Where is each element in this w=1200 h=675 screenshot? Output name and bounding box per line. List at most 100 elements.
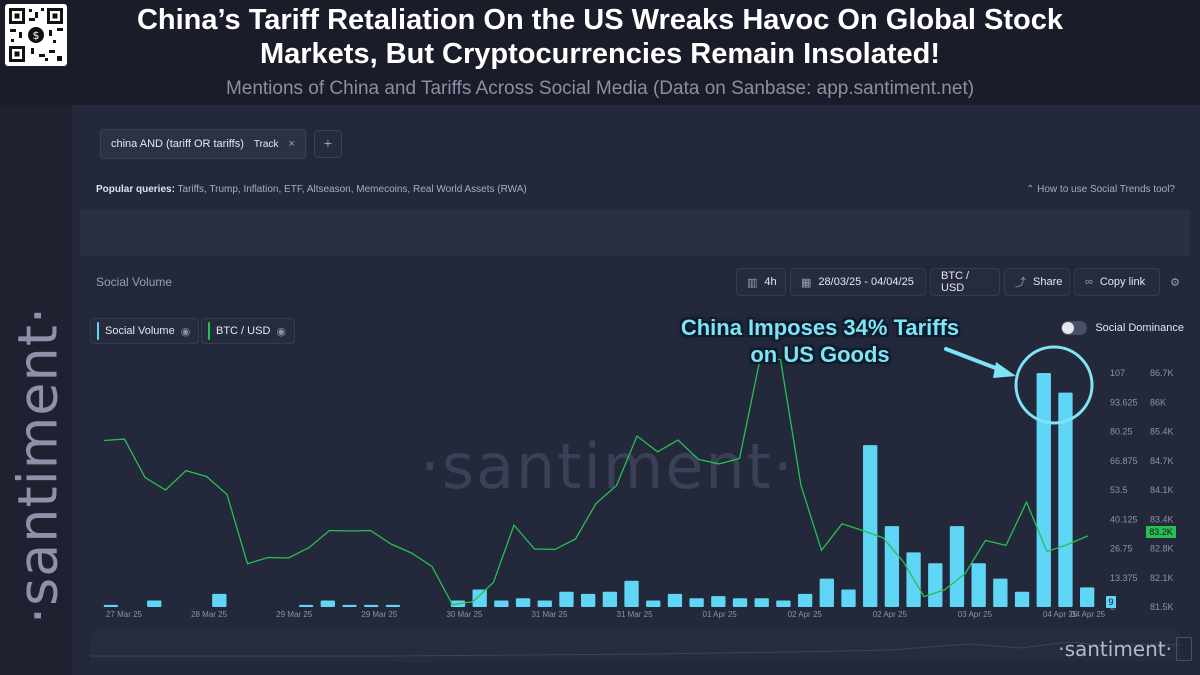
volume-bar: [298, 604, 314, 607]
volume-bar: [993, 578, 1008, 607]
query-chip[interactable]: china AND (tariff OR tariffs) Track ×: [100, 129, 306, 159]
volume-bar: [624, 580, 639, 607]
annotation-arrow-head: [993, 362, 1016, 378]
volume-bar: [472, 589, 487, 607]
x-tick-label: 27 Mar 25: [106, 610, 143, 619]
y-right-tick-label: 86.7K: [1150, 368, 1174, 378]
highlight-circle: [1014, 345, 1094, 425]
side-brand: ·santiment·: [0, 105, 72, 675]
chevron-up-icon: ⌃: [1025, 184, 1035, 195]
volume-bar: [537, 600, 552, 607]
interval-label: 4h: [764, 276, 777, 288]
chart-icon: ▥: [747, 276, 758, 289]
social-dominance-toggle[interactable]: Social Dominance: [1061, 321, 1184, 335]
popular-queries-list[interactable]: Tariffs, Trump, Inflation, ETF, Altseaso…: [177, 184, 527, 195]
add-query-button[interactable]: +: [314, 130, 342, 158]
volume-bar: [884, 526, 900, 607]
volume-bar: [147, 600, 162, 607]
volume-bar: [732, 598, 748, 607]
pair-button[interactable]: BTC / USD: [930, 268, 1000, 296]
legend-social-volume-label: Social Volume: [105, 325, 175, 337]
volume-bar: [689, 598, 704, 607]
social-dominance-label: Social Dominance: [1095, 322, 1184, 334]
x-tick-label: 29 Mar 25: [361, 610, 398, 619]
gear-icon: ⚙: [1170, 276, 1180, 289]
volume-bar: [646, 600, 661, 607]
y-left-tick-label: 66.875: [1110, 456, 1138, 466]
copy-link-button[interactable]: ∞ Copy link: [1074, 268, 1160, 296]
header-banner: $ China’s Tariff Retaliation On the US W…: [0, 0, 1200, 105]
volume-bar: [971, 563, 986, 607]
y-left-tick-label: 107: [1110, 368, 1125, 378]
y-right-tick-label: 82.8K: [1150, 544, 1174, 554]
date-range-button[interactable]: ▦ 28/03/25 - 04/04/25: [790, 268, 926, 296]
query-text: china AND (tariff OR tariffs): [111, 138, 244, 150]
volume-bar: [1079, 587, 1095, 607]
volume-bar: [1014, 591, 1030, 607]
howto-link[interactable]: ⌃ How to use Social Trends tool?: [1026, 184, 1175, 195]
popular-queries-label: Popular queries:: [96, 184, 175, 195]
volume-bar: [667, 593, 683, 607]
y-left-tick-label: 80.25: [1110, 427, 1133, 437]
x-tick-label: 30 Mar 25: [446, 610, 483, 619]
volume-bar: [776, 600, 791, 607]
volume-bar: [103, 604, 119, 607]
y-left-tick-label: 53.5: [1110, 485, 1128, 495]
x-tick-label: 31 Mar 25: [617, 610, 654, 619]
x-tick-label: 01 Apr 25: [703, 610, 738, 619]
share-button[interactable]: ⤴ Share: [1004, 268, 1070, 296]
share-label: Share: [1033, 276, 1063, 288]
legend-social-volume[interactable]: Social Volume ◉: [90, 318, 200, 344]
volume-bar: [819, 578, 834, 607]
volume-bar: [320, 600, 335, 607]
volume-bar: [342, 604, 357, 607]
eye-icon[interactable]: ◉: [276, 325, 287, 338]
volume-bar: [928, 563, 943, 607]
volume-bar: [385, 604, 401, 607]
volume-last-badge: [1106, 596, 1116, 608]
settings-button[interactable]: ⚙: [1164, 268, 1186, 296]
navigator-sparkline: [90, 641, 1181, 657]
x-tick-label: 28 Mar 25: [191, 610, 228, 619]
volume-last-label: 9: [1108, 597, 1113, 607]
y-left-tick-label: 13.375: [1110, 573, 1138, 583]
x-tick-label: 31 Mar 25: [531, 610, 568, 619]
social-volume-swatch: [97, 322, 99, 340]
y-right-tick-label: 84.1K: [1150, 485, 1174, 495]
x-tick-label: 03 Apr 25: [958, 610, 993, 619]
section-label: Social Volume: [96, 275, 173, 289]
volume-bar: [841, 589, 856, 607]
y-right-tick-label: 81.5K: [1150, 602, 1174, 612]
legend-btc-usd[interactable]: BTC / USD ◉: [201, 318, 296, 344]
volume-bar: [797, 593, 813, 607]
link-icon: ∞: [1085, 276, 1093, 288]
qr-code-icon: $: [5, 4, 67, 66]
btc-price-line: [103, 358, 1089, 606]
footer-brand: ·santiment·: [1058, 637, 1172, 661]
toggle-switch[interactable]: [1061, 321, 1088, 335]
volume-bar: [949, 526, 965, 607]
pair-label: BTC / USD: [941, 270, 970, 294]
popular-queries: Popular queries: Tariffs, Trump, Inflati…: [96, 184, 527, 195]
volume-bar: [602, 591, 618, 607]
navigator-handle[interactable]: [1176, 637, 1192, 661]
x-tick-label: 02 Apr 25: [873, 610, 908, 619]
x-tick-label: 02 Apr 25: [788, 610, 823, 619]
x-tick-label: 04 Apr 25: [1043, 610, 1078, 619]
page-title: China’s Tariff Retaliation On the US Wre…: [136, 4, 1064, 70]
volume-bar: [559, 591, 574, 607]
x-tick-label: 04 Apr 25: [1071, 610, 1106, 619]
price-last-badge: [1146, 526, 1176, 538]
eye-icon[interactable]: ◉: [180, 325, 191, 338]
page-subtitle: Mentions of China and Tariffs Across Soc…: [225, 78, 975, 99]
share-icon: ⤴: [1015, 277, 1026, 289]
chart-navigator[interactable]: [90, 630, 1181, 662]
interval-button[interactable]: ▥ 4h: [736, 268, 786, 296]
x-tick-label: 29 Mar 25: [276, 610, 313, 619]
y-right-tick-label: 85.4K: [1150, 427, 1174, 437]
track-button[interactable]: Track: [253, 138, 279, 150]
close-icon[interactable]: ×: [288, 138, 295, 150]
copy-link-label: Copy link: [1099, 276, 1146, 288]
y-left-tick-label: 40.125: [1110, 514, 1138, 524]
annotation-text: China Imposes 34% Tariffs on US Goods: [680, 315, 960, 367]
